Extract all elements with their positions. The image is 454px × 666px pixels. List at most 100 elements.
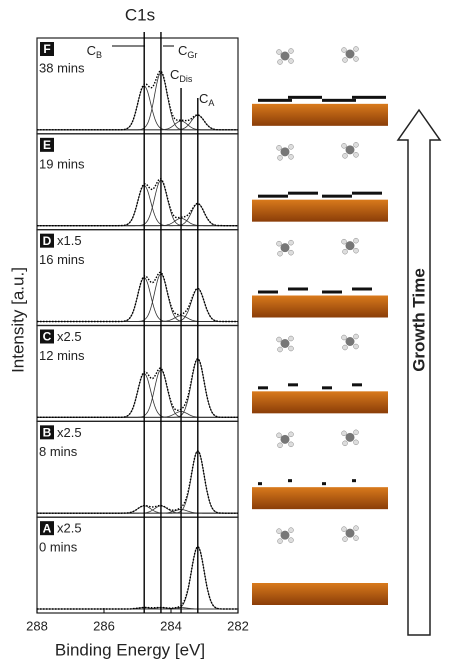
component-curve [37, 451, 238, 513]
molecule-atom [346, 433, 355, 442]
peak-label-base: C [170, 67, 179, 82]
molecule-atom [278, 539, 283, 544]
molecule-atom [277, 50, 282, 55]
peak-label: CB [87, 43, 102, 60]
graphene-flake [352, 96, 386, 99]
graphene-flake [288, 288, 308, 291]
component-curve [37, 506, 238, 513]
graphene-flake [258, 291, 278, 294]
peak-label-base: C [87, 43, 96, 58]
molecule-atom [278, 347, 283, 352]
x-tick-label: 282 [227, 618, 249, 633]
time-label: 12 mins [39, 348, 85, 363]
molecule-atom [343, 537, 348, 542]
molecule-atom [354, 248, 359, 253]
molecule-atom [342, 527, 347, 532]
component-curve [37, 547, 238, 609]
panel-frame [37, 134, 238, 230]
time-label: 0 mins [39, 540, 78, 555]
graphene-flake [322, 386, 332, 389]
x-axis-label: Binding Energy [eV] [55, 640, 205, 659]
peak-label-sub: Dis [179, 74, 192, 84]
molecule-atom [342, 239, 347, 244]
peak-label: CA [199, 91, 214, 108]
side-label: Growth Time [409, 268, 428, 372]
copper-substrate [252, 200, 388, 222]
component-curve [37, 412, 238, 418]
molecule-atom [277, 433, 282, 438]
panel-label: E [43, 138, 51, 152]
y-axis-label: Intensity [a.u.] [8, 267, 27, 373]
molecule-atom [277, 529, 282, 534]
component-curve [37, 359, 238, 418]
molecule-atom [277, 145, 282, 150]
graphene-flake [288, 383, 298, 386]
molecule-atom [277, 337, 282, 342]
molecule-atom [354, 47, 359, 52]
molecule-atom [281, 147, 290, 156]
component-curve [37, 506, 238, 513]
component-curve [37, 115, 238, 130]
graphene-flake [288, 479, 292, 482]
molecule-atom [343, 153, 348, 158]
time-label: 38 mins [39, 60, 85, 75]
molecule-atom [281, 435, 290, 444]
molecule-atom [354, 238, 359, 243]
molecule-atom [289, 432, 294, 437]
panel-label: B [43, 426, 52, 440]
molecule-atom [354, 536, 359, 541]
envelope-curve [37, 547, 238, 609]
component-curve [37, 278, 238, 322]
molecule-atom [354, 57, 359, 62]
copper-substrate [252, 104, 388, 126]
graphene-flake [352, 383, 362, 386]
molecule-atom [343, 441, 348, 446]
graphene-flake [352, 288, 372, 291]
x-tick-label: 288 [26, 618, 48, 633]
molecule-atom [346, 337, 355, 346]
graphene-flake [288, 192, 318, 195]
molecule-atom [346, 529, 355, 538]
chart-title: C1s [125, 5, 155, 24]
graphene-flake [258, 195, 288, 198]
panel-frame [37, 38, 238, 134]
scale-factor: x2.5 [57, 521, 82, 536]
copper-substrate [252, 296, 388, 318]
molecule-atom [278, 251, 283, 256]
graphene-flake [352, 479, 356, 482]
molecule-atom [342, 143, 347, 148]
molecule-atom [277, 241, 282, 246]
molecule-atom [289, 240, 294, 245]
molecule-atom [289, 49, 294, 54]
peak-label-sub: B [96, 50, 102, 60]
molecule-atom [281, 339, 290, 348]
molecule-atom [354, 344, 359, 349]
graphene-flake [322, 482, 326, 485]
molecule-atom [346, 50, 355, 59]
scale-factor: x2.5 [57, 425, 82, 440]
molecule-atom [354, 526, 359, 531]
molecule-atom [278, 443, 283, 448]
graphene-flake [258, 99, 292, 102]
panel-label: A [43, 521, 52, 535]
component-curve [37, 316, 238, 322]
graphene-flake [288, 96, 322, 99]
time-label: 16 mins [39, 252, 85, 267]
graphene-flake [352, 192, 382, 195]
molecule-atom [289, 538, 294, 543]
molecule-atom [289, 59, 294, 64]
molecule-atom [354, 152, 359, 157]
scale-factor: x1.5 [57, 233, 82, 248]
graphene-flake [322, 99, 356, 102]
envelope-curve [37, 451, 238, 513]
copper-substrate [252, 583, 388, 605]
molecule-atom [342, 335, 347, 340]
molecule-atom [346, 241, 355, 250]
molecule-atom [278, 60, 283, 65]
time-label: 8 mins [39, 444, 78, 459]
panel-label: D [43, 234, 52, 248]
time-label: 19 mins [39, 156, 85, 171]
peak-label-sub: A [208, 98, 214, 108]
molecule-atom [278, 155, 283, 160]
molecule-atom [354, 334, 359, 339]
